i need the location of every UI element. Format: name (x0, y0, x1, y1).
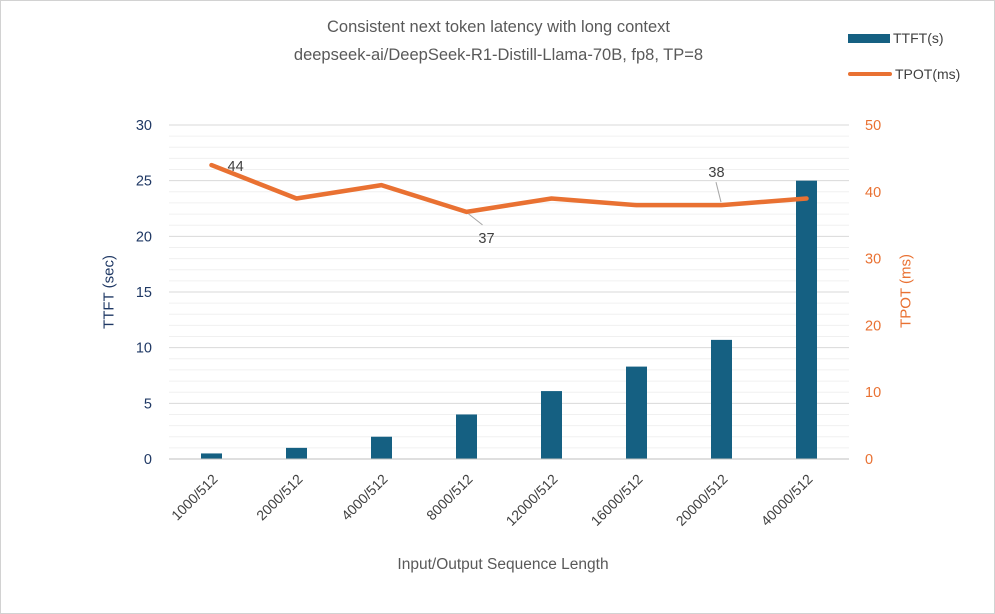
bar-ttft-4000/512 (371, 436, 392, 459)
legend: TTFT(s) TPOT(ms) (848, 29, 960, 83)
data-label-tpot: 37 (478, 231, 494, 247)
y-right-tick-label: 0 (865, 452, 873, 468)
x-tick-label: 2000/512 (253, 471, 306, 524)
legend-item-ttft: TTFT(s) (848, 29, 960, 47)
y-right-tick-label: 50 (865, 118, 881, 134)
bar-ttft-16000/512 (626, 366, 647, 459)
bar-ttft-12000/512 (541, 391, 562, 459)
line-tpot (209, 162, 809, 215)
y-left-tick-label: 10 (136, 341, 152, 357)
y-left-tick-label: 30 (136, 118, 152, 134)
x-tick-label: 12000/512 (503, 471, 561, 529)
data-label-tpot: 44 (228, 159, 244, 175)
x-tick-label: 40000/512 (758, 471, 816, 529)
y-left-tick-label: 20 (136, 229, 152, 245)
y-axis-title-right: TPOT (ms) (897, 254, 915, 328)
ttft-bar-swatch-icon (848, 33, 890, 43)
y-left-tick-label: 0 (144, 452, 152, 468)
x-axis-title: Input/Output Sequence Length (397, 556, 609, 573)
chart-title-block: Consistent next token latency with long … (1, 13, 994, 69)
y-right-tick-label: 20 (865, 318, 881, 334)
legend-label-tpot: TPOT(ms) (895, 66, 961, 82)
bar-ttft-2000/512 (286, 447, 307, 459)
annotation-leader-line (468, 213, 483, 226)
bar-ttft-8000/512 (456, 414, 477, 459)
x-tick-label: 8000/512 (423, 471, 476, 524)
y-right-tick-label: 40 (865, 185, 881, 201)
y-axis-title-left: TTFT (sec) (100, 255, 118, 329)
tpot-line-swatch-icon (848, 71, 892, 77)
bar-ttft-40000/512 (796, 180, 817, 459)
bar-ttft-20000/512 (711, 339, 732, 459)
chart-subtitle: deepseek-ai/DeepSeek-R1-Distill-Llama-70… (293, 46, 704, 64)
bar-ttft-1000/512 (201, 453, 222, 459)
x-tick-label: 4000/512 (338, 471, 391, 524)
chart-title: Consistent next token latency with long … (326, 18, 671, 36)
x-tick-label: 20000/512 (673, 471, 731, 529)
y-left-tick-label: 25 (136, 174, 152, 190)
annotation-leader-line (715, 182, 722, 203)
y-left-tick-label: 5 (144, 396, 152, 412)
data-label-tpot: 38 (708, 165, 724, 181)
x-tick-label: 1000/512 (168, 471, 221, 524)
y-right-tick-label: 10 (865, 385, 881, 401)
y-left-tick-label: 15 (136, 285, 152, 301)
legend-item-tpot: TPOT(ms) (848, 65, 960, 83)
x-tick-label: 16000/512 (588, 471, 646, 529)
y-right-tick-label: 30 (865, 252, 881, 268)
legend-label-ttft: TTFT(s) (893, 30, 944, 46)
